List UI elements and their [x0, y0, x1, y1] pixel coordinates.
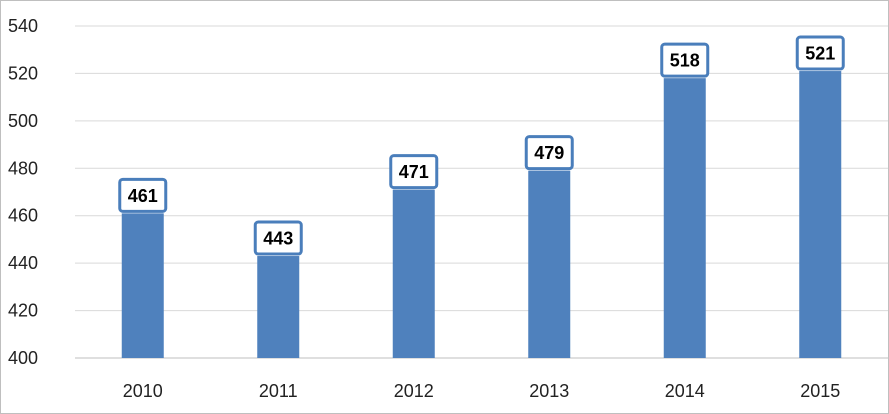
- data-label: 521: [805, 44, 835, 64]
- x-tick-label: 2011: [259, 381, 298, 401]
- x-tick-label: 2015: [800, 381, 840, 401]
- bars: [121, 71, 842, 359]
- data-label-box: [524, 135, 574, 171]
- y-tick-label: 500: [8, 111, 38, 131]
- y-tick-label: 440: [8, 253, 38, 273]
- data-label-box: [660, 42, 710, 78]
- grid-layer: [75, 25, 888, 359]
- bar-2015: [799, 71, 842, 359]
- data-label: 461: [128, 186, 158, 206]
- data-label: 443: [263, 229, 293, 249]
- y-tick-label: 420: [8, 301, 38, 321]
- data-label: 471: [399, 162, 429, 182]
- data-labels: 461 443 471 479 518 521: [118, 35, 845, 256]
- y-tick-label: 480: [8, 158, 38, 178]
- y-tick-label: 540: [8, 16, 38, 36]
- x-axis-ticks: 2010 2011 2012 2013 2014 2015: [123, 381, 841, 401]
- x-tick-label: 2012: [394, 381, 434, 401]
- x-tick-label: 2014: [665, 381, 705, 401]
- x-tick-label: 2010: [123, 381, 163, 401]
- data-label-box: [795, 35, 845, 71]
- data-label-box: [118, 177, 168, 213]
- x-tick-label: 2013: [529, 381, 569, 401]
- data-label: 518: [670, 51, 700, 71]
- data-label: 479: [534, 143, 564, 163]
- y-tick-label: 460: [8, 206, 38, 226]
- y-tick-label: 400: [8, 348, 38, 368]
- y-axis-ticks: 400 420 440 460 480 500 520 540: [8, 16, 38, 368]
- bar-2011: [257, 256, 300, 358]
- data-label-box: [253, 220, 303, 256]
- bar-2010: [121, 213, 164, 358]
- data-label-box: [389, 154, 439, 190]
- bar-2012: [392, 189, 435, 358]
- bar-2013: [528, 170, 571, 358]
- bar-2014: [663, 78, 706, 359]
- y-tick-label: 520: [8, 63, 38, 83]
